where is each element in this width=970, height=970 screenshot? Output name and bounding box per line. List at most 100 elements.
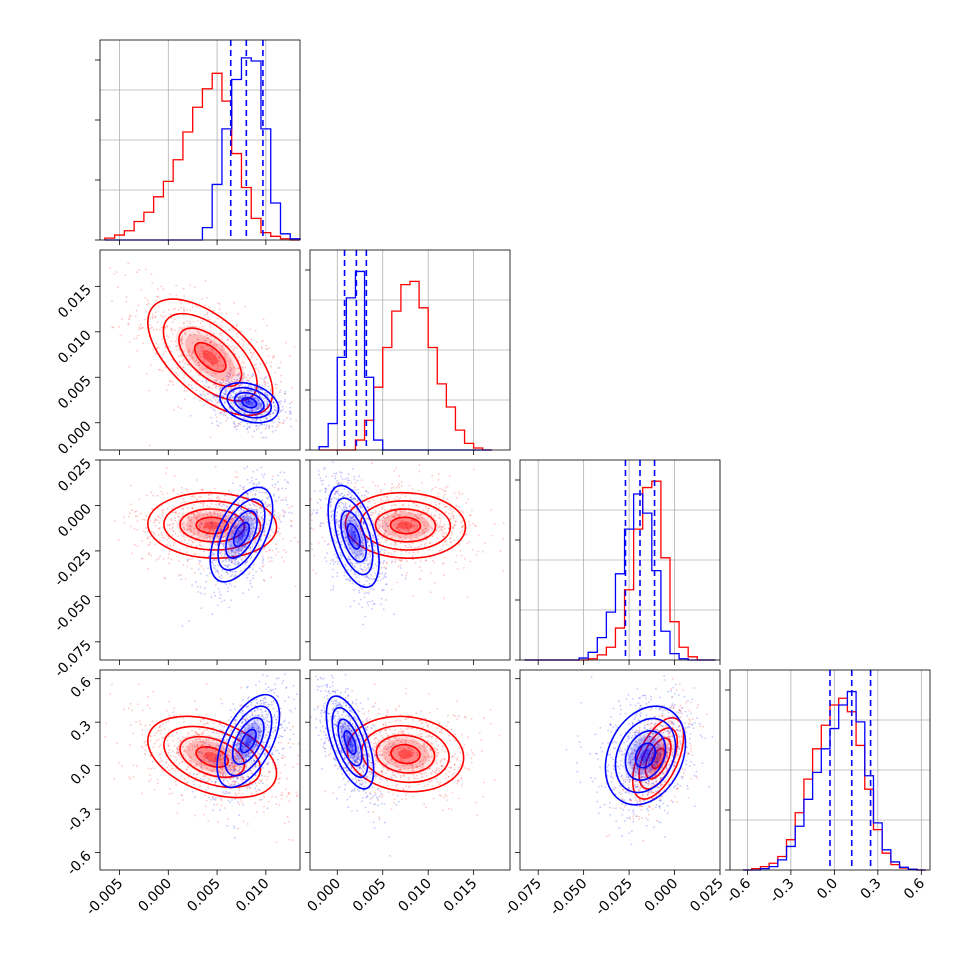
sample-point <box>208 555 210 558</box>
sample-point <box>239 765 241 768</box>
sample-point <box>235 500 238 503</box>
sample-point <box>191 506 193 509</box>
sample-point <box>249 352 252 355</box>
sample-point <box>197 374 200 376</box>
sample-point <box>226 546 229 549</box>
sample-point <box>353 519 356 522</box>
sample-point <box>233 768 236 771</box>
sample-point <box>151 507 154 510</box>
sample-point <box>249 527 252 530</box>
sample-point <box>261 491 263 494</box>
sample-point <box>214 543 217 546</box>
sample-point <box>168 537 170 540</box>
sample-point <box>197 738 200 740</box>
sample-point <box>224 494 226 497</box>
sample-point <box>237 502 240 505</box>
sample-point <box>448 512 451 515</box>
sample-point <box>174 756 177 759</box>
sample-point <box>206 753 209 756</box>
sample-point <box>248 426 251 429</box>
sample-point <box>222 543 225 545</box>
sample-point <box>240 397 242 399</box>
sample-point <box>213 344 215 347</box>
sample-point <box>454 524 457 526</box>
sample-point <box>462 567 465 569</box>
sample-point <box>246 390 249 393</box>
sample-point <box>272 401 274 404</box>
sample-point <box>189 742 192 745</box>
sample-point <box>202 743 205 746</box>
sample-point <box>405 574 408 577</box>
sample-point <box>93 743 95 745</box>
sample-point <box>347 473 350 476</box>
sample-point <box>197 533 200 536</box>
sample-point <box>188 328 191 331</box>
sample-point <box>155 739 158 742</box>
sample-point <box>251 519 253 521</box>
sample-point <box>244 413 246 416</box>
sample-point <box>231 533 234 536</box>
sample-point <box>232 780 235 783</box>
sample-point <box>249 516 252 519</box>
sample-point <box>211 364 214 367</box>
sample-point <box>367 539 369 541</box>
sample-point <box>158 729 161 732</box>
sample-point <box>417 531 420 534</box>
sample-point <box>273 486 276 489</box>
sample-point <box>416 524 418 527</box>
sample-point <box>213 722 216 725</box>
sample-point <box>194 553 197 556</box>
sample-point <box>221 346 224 348</box>
sample-point <box>324 490 327 493</box>
sample-point <box>348 519 351 522</box>
sample-point <box>352 468 354 470</box>
sample-point <box>247 744 250 746</box>
sample-point <box>165 467 168 470</box>
sample-point <box>214 409 216 412</box>
sample-point <box>241 781 244 783</box>
sample-point <box>250 386 253 388</box>
sample-point <box>440 526 443 529</box>
sample-point <box>224 557 227 560</box>
sample-point <box>210 522 212 525</box>
sample-point <box>218 360 220 362</box>
sample-point <box>394 550 396 553</box>
sample-point <box>203 723 206 725</box>
sample-point <box>109 693 112 695</box>
sample-point <box>436 537 439 540</box>
sample-point <box>241 546 244 549</box>
sample-point <box>244 395 247 398</box>
sample-point <box>371 534 374 537</box>
sample-point <box>381 536 384 539</box>
sample-point <box>432 559 434 562</box>
sample-point <box>204 774 206 777</box>
sample-point <box>269 397 272 400</box>
sample-point <box>162 311 165 313</box>
sample-point <box>350 498 353 500</box>
sample-point <box>255 419 258 422</box>
sample-point <box>161 513 163 516</box>
panel-bg <box>100 670 300 870</box>
sample-point <box>451 512 454 515</box>
sample-point <box>258 399 260 402</box>
sample-point <box>213 548 216 551</box>
sample-point <box>368 500 371 502</box>
sample-point <box>361 506 363 508</box>
sample-point <box>124 274 127 276</box>
sample-point <box>120 334 122 337</box>
sample-point <box>243 528 246 530</box>
sample-point <box>210 498 213 501</box>
sample-point <box>180 307 182 309</box>
sample-point <box>250 352 253 354</box>
sample-point <box>168 714 171 717</box>
sample-point <box>349 579 352 582</box>
sample-point <box>355 514 358 516</box>
sample-point <box>259 388 262 391</box>
sample-point <box>251 543 254 545</box>
sample-point <box>323 468 325 470</box>
sample-point <box>236 493 239 495</box>
sample-point <box>266 497 268 500</box>
sample-point <box>219 528 222 531</box>
sample-point <box>149 755 152 758</box>
sample-point <box>240 760 243 762</box>
